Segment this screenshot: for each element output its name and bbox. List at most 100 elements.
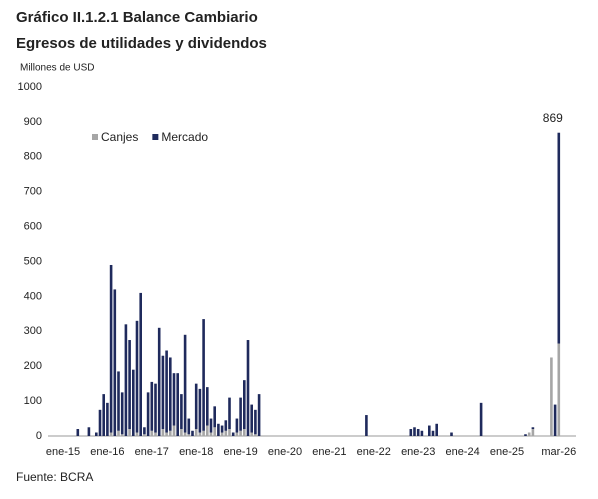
bar-segment bbox=[217, 423, 220, 436]
bar-segment bbox=[220, 432, 224, 436]
x-tick-label: ene-22 bbox=[357, 446, 391, 458]
bar-segment bbox=[187, 418, 191, 435]
bar-segment bbox=[198, 388, 202, 433]
bar-segment bbox=[194, 429, 198, 436]
bar-segment bbox=[365, 415, 368, 436]
bar-segment bbox=[250, 432, 253, 436]
bar-segment bbox=[235, 432, 239, 436]
bar-segment bbox=[431, 430, 435, 436]
bar-segment bbox=[161, 429, 165, 436]
y-tick-label: 200 bbox=[24, 360, 42, 372]
bar-segment bbox=[224, 430, 228, 436]
bar-segment bbox=[87, 427, 91, 436]
y-tick-label: 0 bbox=[36, 430, 42, 442]
y-tick-label: 800 bbox=[24, 151, 42, 163]
bar-segment bbox=[113, 289, 117, 436]
x-tick-label: ene-23 bbox=[401, 446, 435, 458]
bar-segment bbox=[76, 429, 80, 436]
chart-title: Gráfico II.1.2.1 Balance Cambiario bbox=[16, 9, 258, 26]
bar-segment bbox=[161, 355, 165, 430]
bar-segment bbox=[154, 432, 157, 436]
bar-segment bbox=[143, 427, 146, 435]
y-tick-label: 600 bbox=[24, 221, 42, 233]
legend-label: Canjes bbox=[101, 130, 138, 144]
bar-segment bbox=[254, 409, 257, 435]
y-tick-label: 400 bbox=[24, 290, 42, 302]
bar-segment bbox=[180, 394, 183, 430]
bar-segment bbox=[213, 427, 216, 436]
bar-segment bbox=[209, 418, 213, 433]
bar-segment bbox=[228, 429, 231, 436]
legend-label: Mercado bbox=[161, 130, 208, 144]
bar-segment bbox=[95, 432, 98, 436]
bar-segment bbox=[150, 430, 154, 436]
x-tick-label: ene-24 bbox=[445, 446, 479, 458]
bar-segment bbox=[557, 343, 561, 436]
bar-segment bbox=[202, 430, 205, 436]
bar-segment bbox=[206, 425, 209, 436]
bar-segment bbox=[243, 429, 246, 436]
x-tick-label: ene-17 bbox=[135, 446, 169, 458]
bar-segment bbox=[224, 420, 228, 431]
bar-segment bbox=[124, 324, 128, 436]
bar-segment bbox=[143, 434, 146, 436]
x-tick-label: ene-16 bbox=[90, 446, 124, 458]
bar-segment bbox=[450, 432, 453, 436]
bar-segment bbox=[154, 383, 157, 433]
bar-segment bbox=[257, 394, 261, 436]
bar-segment bbox=[172, 373, 176, 426]
bar-segment bbox=[120, 434, 124, 436]
bar-segment bbox=[220, 425, 224, 433]
bar-segment bbox=[409, 429, 413, 436]
bar-segment bbox=[209, 432, 213, 436]
bar-segment bbox=[243, 380, 246, 430]
chart-subtitle: Egresos de utilidades y dividendos bbox=[16, 35, 267, 52]
bar-segment bbox=[527, 432, 531, 436]
bar-segment bbox=[157, 327, 161, 436]
bar-segment bbox=[117, 430, 120, 436]
source: Fuente: BCRA bbox=[16, 470, 93, 484]
bar-segment bbox=[531, 429, 535, 436]
bar-segment bbox=[524, 434, 527, 436]
bar-segment bbox=[172, 425, 176, 436]
bar-segment bbox=[102, 394, 105, 436]
bar-segment bbox=[165, 350, 168, 433]
bar-segment bbox=[176, 373, 179, 436]
bar-segment bbox=[428, 425, 431, 436]
bar-segment bbox=[254, 434, 257, 436]
y-tick-label: 900 bbox=[24, 116, 42, 128]
x-tick-label: ene-19 bbox=[223, 446, 257, 458]
bar-segment bbox=[117, 371, 120, 431]
y-tick-label: 700 bbox=[24, 186, 42, 198]
x-tick-label: ene-20 bbox=[268, 446, 302, 458]
bar-segment bbox=[239, 430, 242, 436]
bar-segment bbox=[183, 334, 187, 433]
bar-segment bbox=[139, 292, 142, 436]
bar-segment bbox=[98, 409, 102, 436]
bar-segment bbox=[180, 429, 183, 436]
bar-segment bbox=[250, 404, 253, 433]
bar-segment bbox=[191, 430, 194, 436]
bar-segment bbox=[553, 404, 557, 436]
bar-segment bbox=[420, 430, 424, 436]
bar-segment bbox=[206, 387, 209, 426]
y-axis-label: Millones de USD bbox=[20, 63, 94, 74]
bar-segment bbox=[246, 340, 250, 436]
y-tick-label: 500 bbox=[24, 255, 42, 267]
bar-segment bbox=[202, 319, 205, 431]
bar-segment bbox=[557, 132, 561, 344]
bar-segment bbox=[235, 418, 239, 433]
bar-segment bbox=[194, 383, 198, 430]
bar-segment bbox=[165, 432, 168, 436]
bar-segment bbox=[183, 432, 187, 436]
bar-segment bbox=[550, 357, 553, 436]
bar-segment bbox=[128, 340, 131, 430]
bar-segment bbox=[416, 429, 420, 436]
legend-swatch bbox=[92, 134, 98, 140]
legend-swatch bbox=[152, 134, 159, 140]
bar-segment bbox=[479, 402, 483, 436]
bar-segment bbox=[169, 357, 172, 431]
bar-segment bbox=[132, 369, 135, 436]
bar-segment bbox=[150, 381, 154, 431]
